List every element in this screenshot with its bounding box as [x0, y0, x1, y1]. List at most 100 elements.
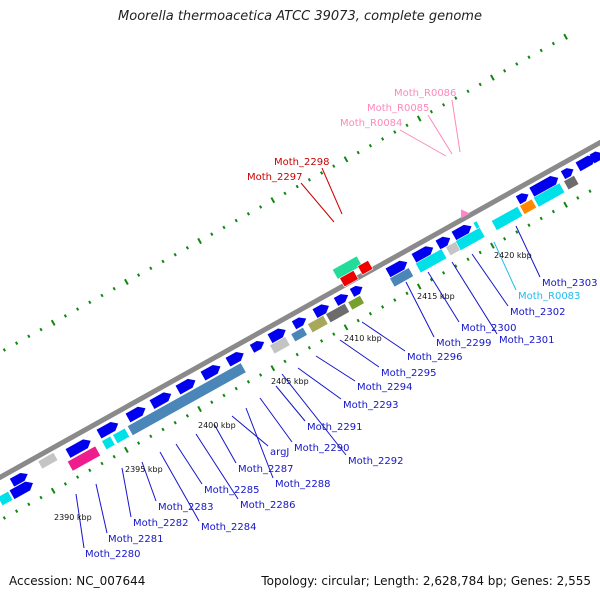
- gene-label-moth-2282[interactable]: Moth_2282: [133, 518, 188, 529]
- minor-tick-mark: [185, 414, 190, 418]
- gene-label-moth-2290[interactable]: Moth_2290: [294, 443, 349, 454]
- steelblue-box[interactable]: [126, 362, 247, 437]
- gene-label-moth-2281[interactable]: Moth_2281: [108, 534, 163, 545]
- cds-arrow[interactable]: [65, 436, 94, 458]
- cds-arrow[interactable]: [529, 173, 561, 198]
- rna-box[interactable]: [101, 435, 116, 451]
- gene-label-moth-2297[interactable]: Moth_2297: [247, 172, 302, 183]
- gene-label-moth-2280[interactable]: Moth_2280: [85, 549, 140, 560]
- steelblue-box[interactable]: [290, 326, 308, 343]
- green-box[interactable]: [347, 294, 365, 311]
- cds-arrow[interactable]: [349, 283, 365, 297]
- cds-arrow[interactable]: [175, 376, 198, 395]
- major-tick-mark: [416, 115, 422, 122]
- minor-tick-mark: [588, 189, 592, 193]
- gene-label-moth-2293[interactable]: Moth_2293: [343, 400, 398, 411]
- cds-arrow[interactable]: [575, 153, 598, 172]
- darkgrey-box[interactable]: [563, 174, 580, 191]
- gene-label-moth-2286[interactable]: Moth_2286: [240, 500, 295, 511]
- gene-label-moth-r0086[interactable]: Moth_R0086: [394, 88, 456, 99]
- minor-tick-mark: [283, 359, 287, 364]
- gene-label-moth-2287[interactable]: Moth_2287: [238, 464, 293, 475]
- gene-label-moth-2299[interactable]: Moth_2299: [436, 338, 491, 349]
- steelblue-box[interactable]: [389, 267, 415, 288]
- minor-tick-mark: [100, 293, 104, 298]
- grey-box[interactable]: [269, 336, 291, 355]
- leader-line: [405, 281, 435, 338]
- minor-tick-mark: [27, 502, 31, 507]
- gene-label-moth-2296[interactable]: Moth_2296: [407, 352, 462, 363]
- gene-label-argj[interactable]: argJ: [270, 447, 289, 458]
- cds-arrow[interactable]: [200, 362, 223, 381]
- darkgrey-box[interactable]: [325, 302, 351, 324]
- major-tick-mark: [270, 197, 276, 204]
- leader-line: [427, 114, 453, 155]
- major-tick-mark: [197, 405, 202, 413]
- orange-box[interactable]: [519, 198, 538, 215]
- magenta-box[interactable]: [66, 445, 102, 472]
- gene-label-moth-2292[interactable]: Moth_2292: [348, 456, 403, 467]
- cds-arrow[interactable]: [149, 390, 174, 409]
- gene-label-moth-2301[interactable]: Moth_2301: [499, 335, 554, 346]
- gene-label-moth-2303[interactable]: Moth_2303: [542, 278, 597, 289]
- tick-label-2410: 2410 kbp: [344, 334, 382, 343]
- red-box[interactable]: [357, 259, 374, 276]
- leader-line: [471, 253, 509, 307]
- cds-arrow[interactable]: [291, 315, 309, 330]
- rna-box[interactable]: [490, 205, 524, 231]
- leader-line: [361, 321, 406, 352]
- leader-line: [300, 182, 335, 223]
- cds-arrow[interactable]: [125, 404, 148, 423]
- gene-label-moth-r0085[interactable]: Moth_R0085: [367, 103, 429, 114]
- cds-arrow[interactable]: [249, 338, 267, 353]
- rna-box[interactable]: [532, 182, 566, 208]
- minor-tick-mark: [210, 232, 214, 237]
- gene-label-moth-2288[interactable]: Moth_2288: [275, 479, 330, 490]
- gene-label-moth-2295[interactable]: Moth_2295: [381, 368, 436, 379]
- rna-box[interactable]: [454, 226, 486, 252]
- minor-tick-mark: [149, 434, 153, 439]
- minor-tick-mark: [112, 454, 116, 459]
- tick-dot-rows: [2, 33, 592, 520]
- tick-label-2405: 2405 kbp: [271, 377, 309, 386]
- cds-arrow[interactable]: [267, 326, 289, 344]
- rna-box[interactable]: [414, 248, 448, 274]
- olive-box[interactable]: [307, 314, 329, 334]
- gene-label-moth-2298[interactable]: Moth_2298: [274, 157, 329, 168]
- cds-arrow[interactable]: [96, 419, 121, 439]
- rna-box[interactable]: [112, 427, 131, 445]
- cds-arrow[interactable]: [9, 470, 30, 487]
- minor-tick-mark: [466, 89, 470, 94]
- gene-label-moth-r0083[interactable]: Moth_R0083: [518, 291, 580, 302]
- major-tick-mark: [343, 156, 349, 163]
- rna-box[interactable]: [0, 490, 14, 507]
- gene-label-moth-2291[interactable]: Moth_2291: [307, 422, 362, 433]
- gene-label-moth-2302[interactable]: Moth_2302: [510, 307, 565, 318]
- gene-label-moth-2285[interactable]: Moth_2285: [204, 485, 259, 496]
- cds-arrow[interactable]: [333, 291, 351, 306]
- gene-label-moth-2300[interactable]: Moth_2300: [461, 323, 516, 334]
- cds-arrow[interactable]: [435, 234, 453, 250]
- label-leader-lines: [75, 99, 541, 549]
- leader-line: [451, 261, 498, 335]
- cds-box[interactable]: [37, 451, 59, 470]
- cds-arrow[interactable]: [385, 258, 410, 278]
- red-box[interactable]: [339, 269, 359, 288]
- cds-arrow[interactable]: [9, 479, 36, 500]
- rrna-marker[interactable]: [461, 209, 470, 219]
- cds-arrow[interactable]: [560, 165, 576, 180]
- gene-label-moth-2294[interactable]: Moth_2294: [357, 382, 412, 393]
- minor-tick-mark: [63, 482, 68, 486]
- cds-arrow[interactable]: [411, 243, 436, 263]
- gene-label-moth-r0084[interactable]: Moth_R0084: [340, 118, 402, 129]
- cds-arrow[interactable]: [451, 222, 474, 241]
- minor-tick-mark: [173, 420, 177, 425]
- cds-arrow[interactable]: [312, 301, 332, 318]
- cds-arrow[interactable]: [225, 349, 247, 367]
- minor-tick-mark: [332, 332, 336, 336]
- cds-arrow[interactable]: [515, 191, 531, 205]
- cds-arrow[interactable]: [589, 149, 600, 164]
- gene-label-moth-2284[interactable]: Moth_2284: [201, 522, 256, 533]
- gene-label-moth-2283[interactable]: Moth_2283: [158, 502, 213, 513]
- tick-label-2390: 2390 kbp: [54, 513, 92, 522]
